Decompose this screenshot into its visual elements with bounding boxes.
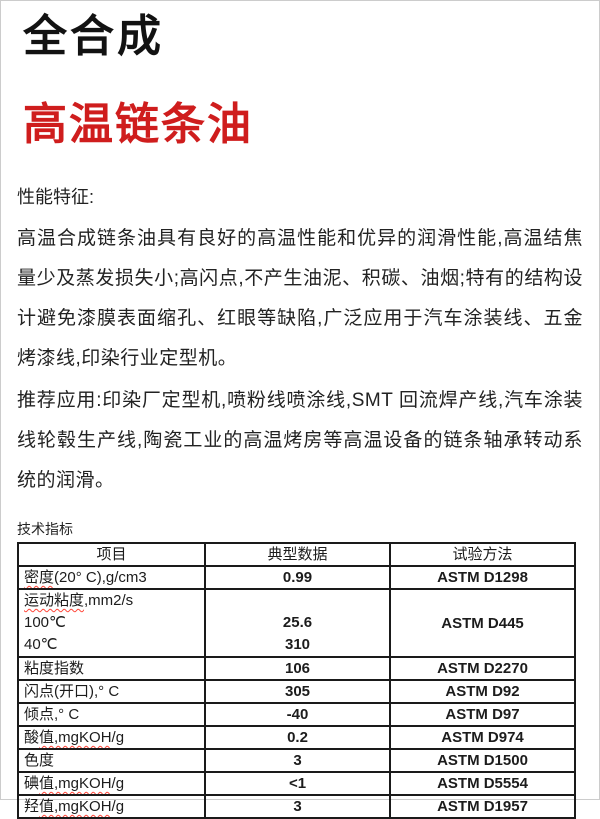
spec-table-body: 密度(20° C),g/cm3 0.99 ASTM D1298 运动粘度,mm2/s 1… <box>17 565 576 819</box>
table-row: 碘值,mgKOH/g <1 ASTM D5554 <box>17 771 576 796</box>
cell-test-method: ASTM D5554 <box>389 771 576 796</box>
spellcheck-underline: 密度 <box>24 569 55 586</box>
cell-test-method: ASTM D1500 <box>389 748 576 773</box>
table-row: 运动粘度,mm2/s 100℃ 40℃ 25.6 310 ASTM D445 <box>17 588 576 658</box>
product-subtitle: 高温链条油 <box>23 100 253 149</box>
spec-table-label: 技术指标 <box>17 521 73 537</box>
header-test-method: 试验方法 <box>389 542 576 567</box>
cell-item: 倾点,° C <box>17 702 206 727</box>
cell-item: 羟值,mgKOH/g <box>17 794 206 819</box>
spec-table: 项目 典型数据 试验方法 密度(20° C),g/cm3 0.99 ASTM D12… <box>17 542 576 819</box>
table-row: 闪点(开口),° C 305 ASTM D92 <box>17 679 576 704</box>
cell-test-method: ASTM D2270 <box>389 656 576 681</box>
application-paragraph: 推荐应用:印染厂定型机,喷粉线喷涂线,SMT 回流焊产线,汽车涂装线轮毂生产线,… <box>17 390 583 491</box>
performance-paragraph: 高温合成链条油具有良好的高温性能和优异的润滑性能,高温结焦量少及蒸发损失小;高闪… <box>17 228 583 369</box>
product-title: 全合成 <box>23 12 164 61</box>
cell-item: 酸值,mgKOH/g <box>17 725 206 750</box>
cell-typical-data: 305 <box>204 679 391 704</box>
cell-test-method: ASTM D1957 <box>389 794 576 819</box>
header-item: 项目 <box>17 542 206 567</box>
page-content: 全合成 高温链条油 性能特征: 高温合成链条油具有良好的高温性能和优异的润滑性能… <box>1 13 599 819</box>
cell-item: 密度(20° C),g/cm3 <box>17 565 206 590</box>
spellcheck-underline: 值,mgKOH <box>39 798 112 815</box>
cell-item: 色度 <box>17 748 206 773</box>
cell-item: 闪点(开口),° C <box>17 679 206 704</box>
cell-typical-data: -40 <box>204 702 391 727</box>
cell-test-method: ASTM D974 <box>389 725 576 750</box>
cell-typical-data: 0.99 <box>204 565 391 590</box>
header-typical-data: 典型数据 <box>204 542 391 567</box>
cell-item: 运动粘度,mm2/s 100℃ 40℃ <box>17 588 206 658</box>
spellcheck-underline: 值,mgKOH <box>39 775 112 792</box>
cell-typical-data: 25.6 310 <box>204 588 391 658</box>
performance-section-label: 性能特征: <box>17 187 95 207</box>
cell-typical-data: 3 <box>204 748 391 773</box>
table-row: 色度 3 ASTM D1500 <box>17 748 576 773</box>
cell-typical-data: 106 <box>204 656 391 681</box>
cell-item: 碘值,mgKOH/g <box>17 771 206 796</box>
table-row: 密度(20° C),g/cm3 0.99 ASTM D1298 <box>17 565 576 590</box>
table-row: 倾点,° C -40 ASTM D97 <box>17 702 576 727</box>
cell-typical-data: 3 <box>204 794 391 819</box>
spellcheck-underline: 值,mgKOH <box>39 729 112 746</box>
cell-test-method: ASTM D445 <box>389 588 576 658</box>
table-row: 羟值,mgKOH/g 3 ASTM D1957 <box>17 794 576 819</box>
cell-test-method: ASTM D1298 <box>389 565 576 590</box>
table-row: 酸值,mgKOH/g 0.2 ASTM D974 <box>17 725 576 750</box>
table-row: 粘度指数 106 ASTM D2270 <box>17 656 576 681</box>
cell-test-method: ASTM D92 <box>389 679 576 704</box>
cell-typical-data: 0.2 <box>204 725 391 750</box>
table-header-row: 项目 典型数据 试验方法 <box>17 542 576 567</box>
cell-test-method: ASTM D97 <box>389 702 576 727</box>
cell-typical-data: <1 <box>204 771 391 796</box>
spellcheck-underline: 运动粘度 <box>24 592 85 609</box>
cell-item: 粘度指数 <box>17 656 206 681</box>
